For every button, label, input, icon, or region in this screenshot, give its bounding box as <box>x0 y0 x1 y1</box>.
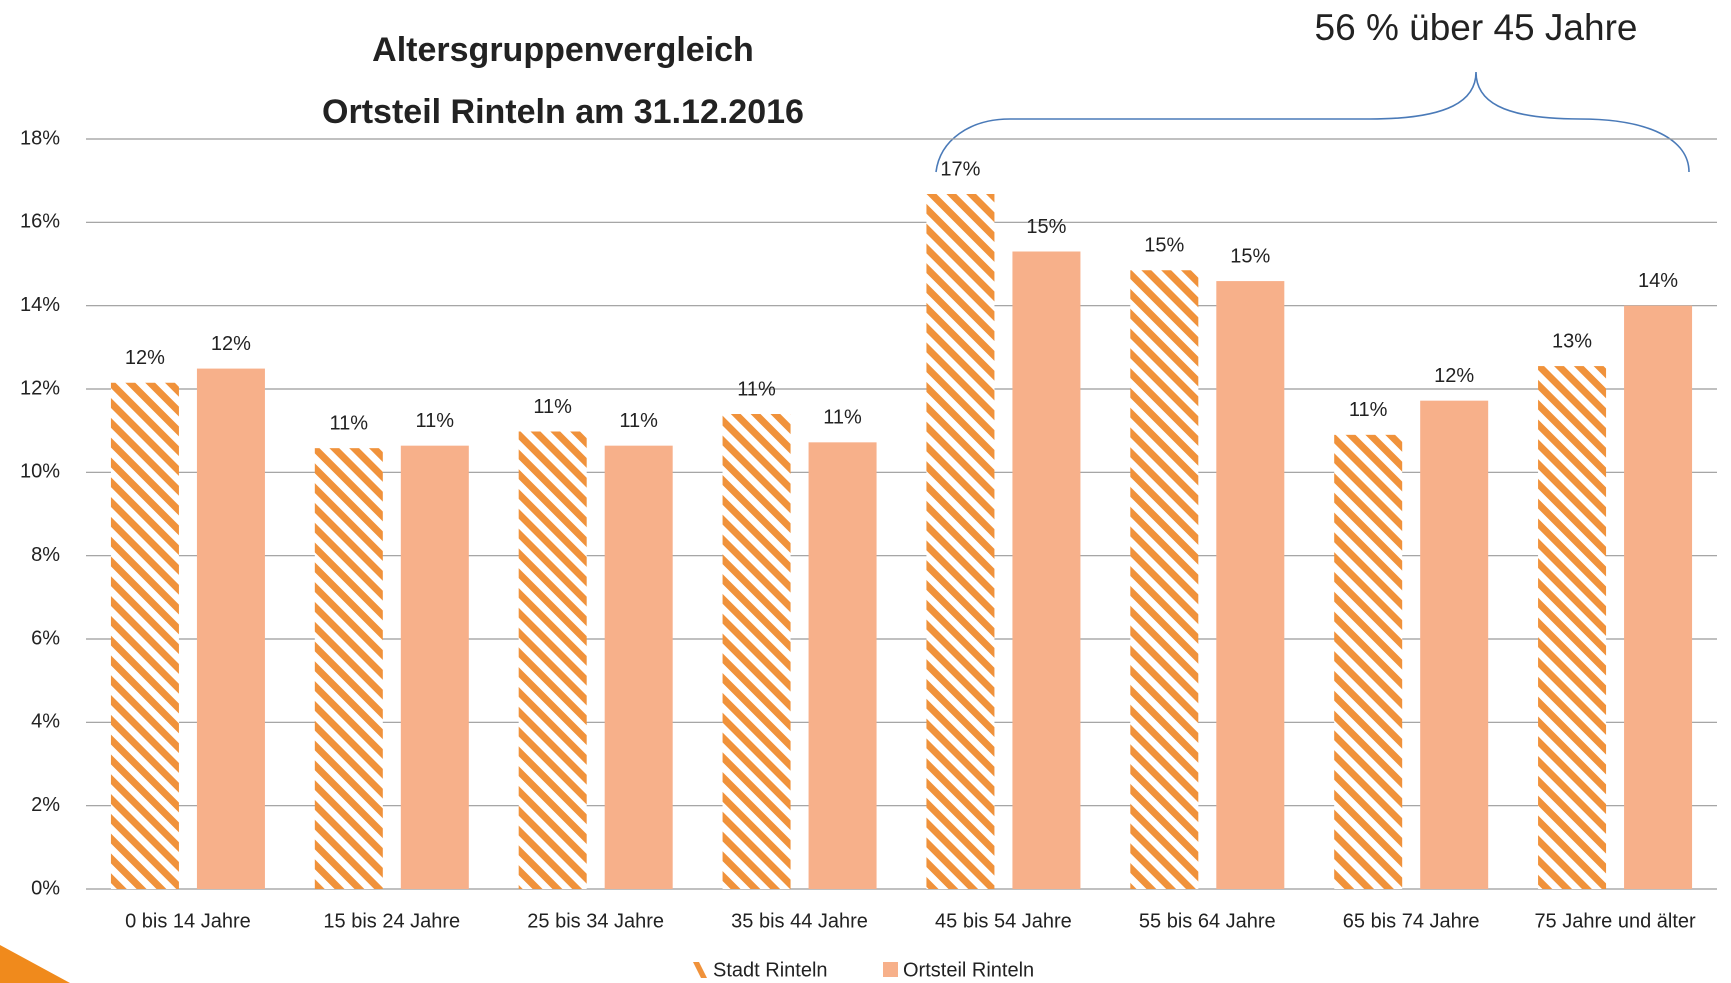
x-tick-label: 65 bis 74 Jahre <box>1343 910 1480 932</box>
y-tick-label: 18% <box>20 127 60 149</box>
x-tick-label: 35 bis 44 Jahre <box>731 910 868 932</box>
y-tick-label: 8% <box>31 544 60 566</box>
bar <box>1624 305 1693 890</box>
x-tick-label: 0 bis 14 Jahre <box>125 910 251 932</box>
bar <box>722 414 791 889</box>
data-label: 12% <box>125 347 165 369</box>
data-label: 12% <box>1434 365 1474 387</box>
bar <box>1012 251 1081 889</box>
x-tick-label: 15 bis 24 Jahre <box>323 910 460 932</box>
data-label: 15% <box>1026 216 1066 238</box>
y-tick-label: 0% <box>31 877 60 899</box>
bar <box>1538 366 1607 889</box>
data-label: 11% <box>823 407 862 429</box>
y-tick-label: 6% <box>31 627 60 649</box>
bar <box>926 194 995 889</box>
bar <box>400 445 469 889</box>
chart-title: Altersgruppenvergleich <box>372 31 754 69</box>
data-label: 11% <box>1349 399 1388 421</box>
legend-label: Stadt Rinteln <box>713 959 828 981</box>
legend-swatch <box>883 962 898 977</box>
y-tick-label: 10% <box>20 461 60 483</box>
data-label: 14% <box>1638 270 1678 292</box>
data-label: 15% <box>1144 235 1184 257</box>
legend-swatch <box>693 962 707 978</box>
bar <box>1216 281 1285 889</box>
y-tick-label: 12% <box>20 377 60 399</box>
y-tick-label: 14% <box>20 294 60 316</box>
data-label: 11% <box>533 396 572 418</box>
y-tick-label: 2% <box>31 794 60 816</box>
data-label: 11% <box>619 410 658 432</box>
y-tick-label: 4% <box>31 711 60 733</box>
bar <box>808 442 877 889</box>
data-label: 15% <box>1230 245 1270 267</box>
bar <box>196 368 265 889</box>
brace <box>935 71 1690 173</box>
bar <box>604 445 673 889</box>
x-tick-label: 55 bis 64 Jahre <box>1139 910 1276 932</box>
data-label: 11% <box>330 412 369 434</box>
data-label: 13% <box>1552 330 1592 352</box>
data-label: 11% <box>737 378 776 400</box>
x-tick-label: 25 bis 34 Jahre <box>527 910 664 932</box>
data-label: 12% <box>211 333 251 355</box>
data-label: 17% <box>940 158 980 180</box>
bar <box>1334 434 1403 889</box>
bar <box>314 448 383 889</box>
y-tick-label: 16% <box>20 211 60 233</box>
bar <box>518 431 587 889</box>
legend-label: Ortsteil Rinteln <box>903 959 1034 981</box>
data-label: 11% <box>416 410 455 432</box>
bar <box>1130 270 1199 889</box>
bar <box>1420 400 1489 889</box>
annotation: 56 % über 45 Jahre <box>1315 7 1638 48</box>
bar <box>110 382 179 889</box>
chart-title: Ortsteil Rinteln am 31.12.2016 <box>322 93 804 131</box>
x-tick-label: 45 bis 54 Jahre <box>935 910 1072 932</box>
corner-decoration <box>0 945 70 983</box>
x-tick-label: 75 Jahre und älter <box>1534 910 1696 932</box>
